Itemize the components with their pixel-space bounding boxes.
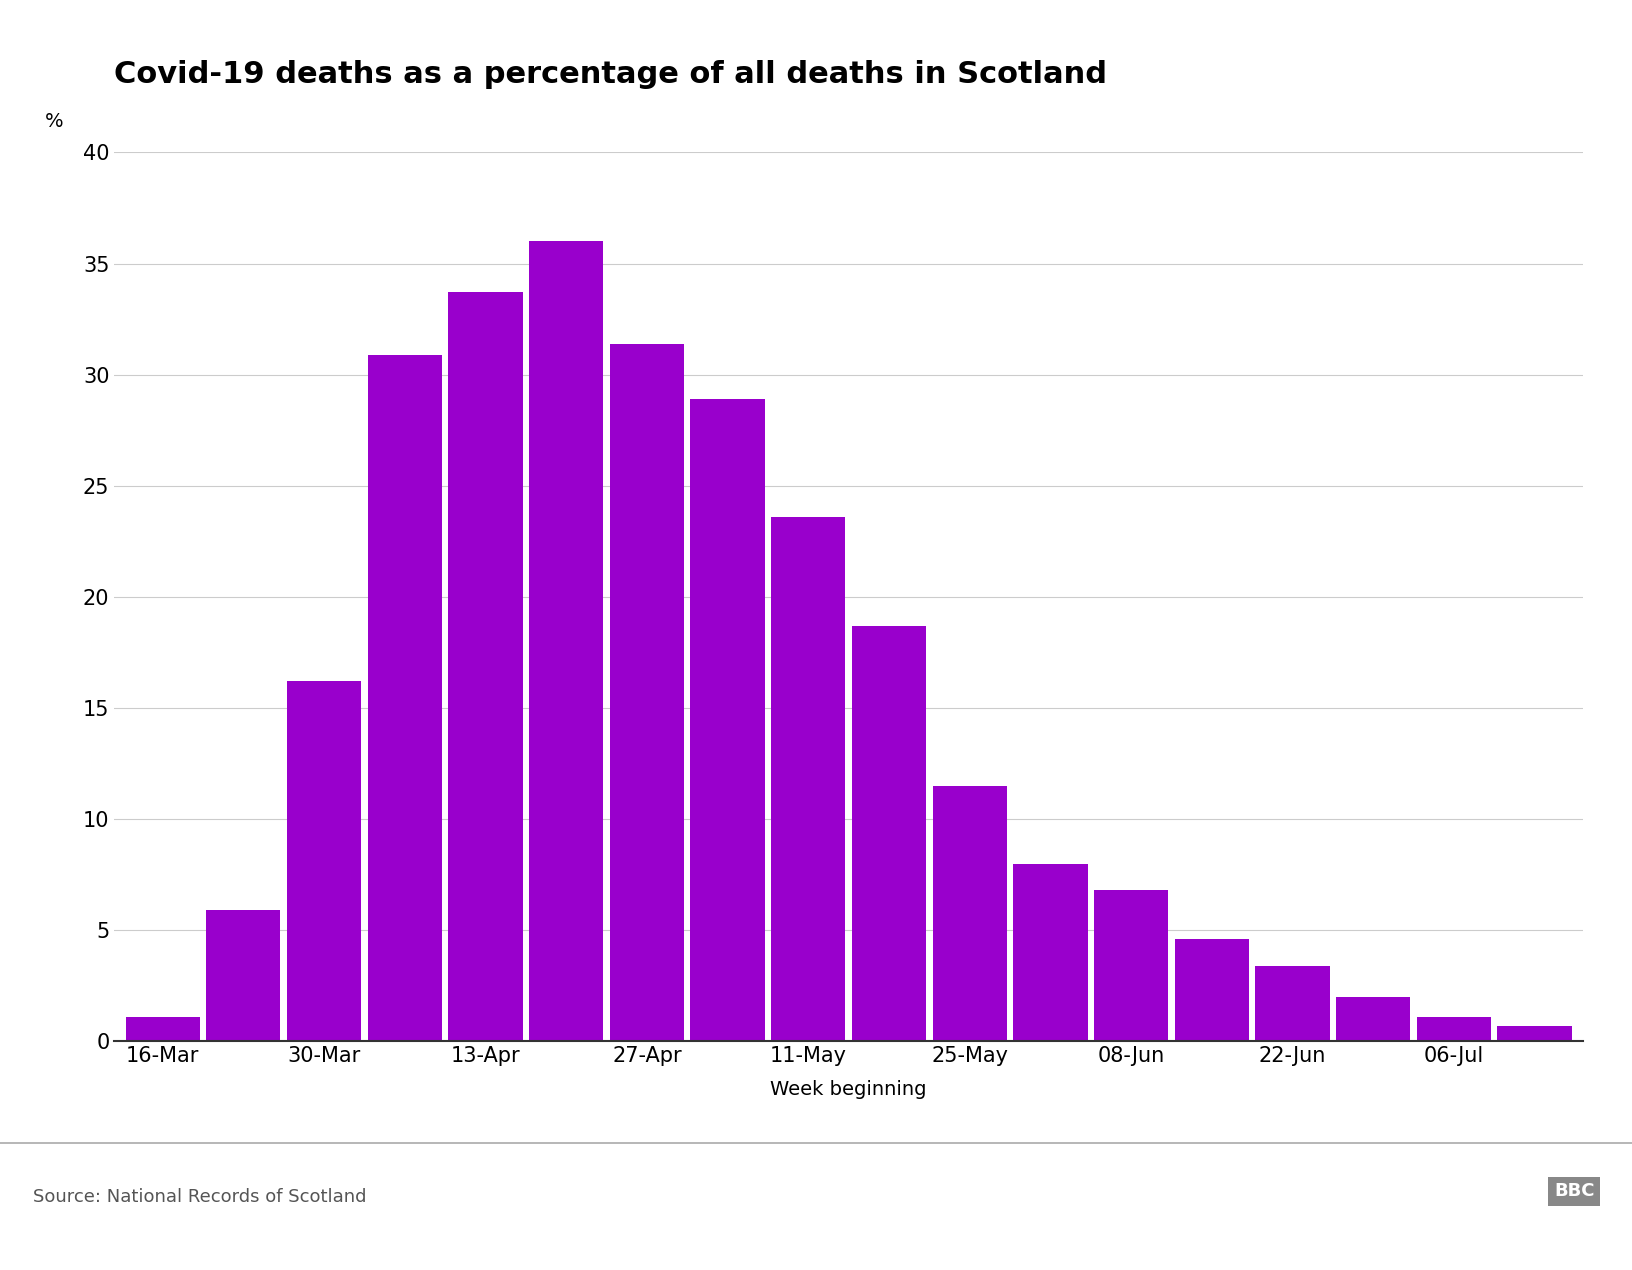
X-axis label: Week beginning: Week beginning (770, 1081, 927, 1099)
Bar (690, 399, 765, 1041)
Bar (287, 681, 361, 1041)
Bar (529, 241, 604, 1041)
Bar (1175, 940, 1248, 1041)
Bar (1093, 890, 1169, 1041)
Bar (932, 786, 1007, 1041)
Bar (206, 911, 281, 1041)
Bar (1013, 864, 1087, 1041)
Text: %: % (44, 113, 64, 131)
Bar (1498, 1026, 1572, 1041)
Text: Covid-19 deaths as a percentage of all deaths in Scotland: Covid-19 deaths as a percentage of all d… (114, 60, 1106, 89)
Bar (367, 354, 442, 1041)
Bar (449, 292, 522, 1041)
Bar (852, 626, 925, 1041)
Text: Source: National Records of Scotland: Source: National Records of Scotland (33, 1189, 366, 1206)
Text: BBC: BBC (1554, 1182, 1594, 1200)
Bar (610, 344, 684, 1041)
Bar (772, 517, 845, 1041)
Bar (1255, 965, 1330, 1041)
Bar (126, 1017, 199, 1041)
Bar (1417, 1017, 1492, 1041)
Bar (1337, 997, 1410, 1041)
